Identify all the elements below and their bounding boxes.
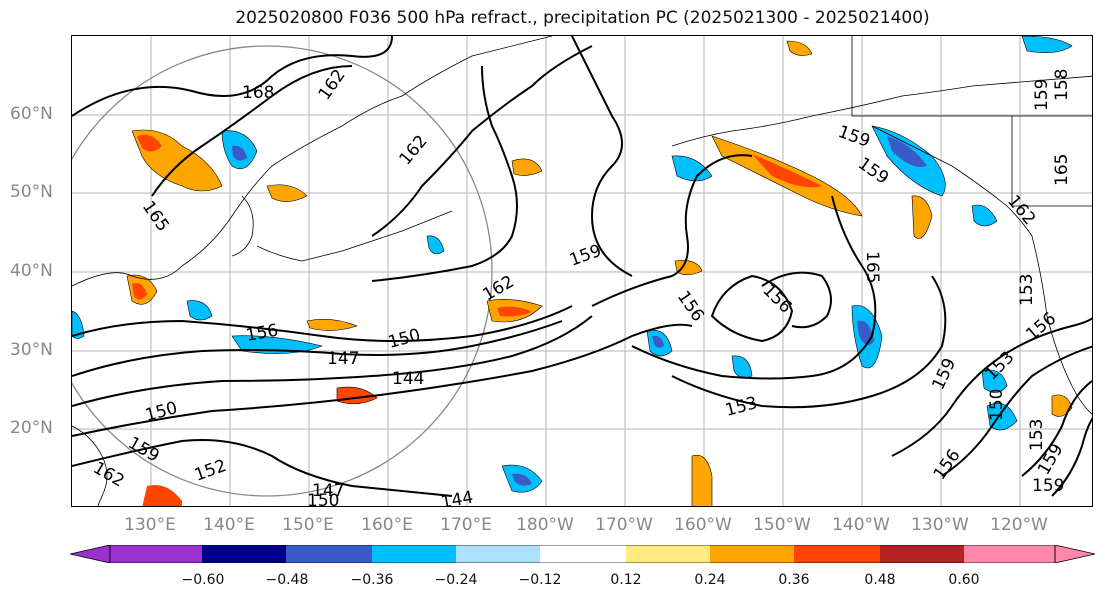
lon-label-150w: 150°W (753, 515, 811, 535)
colorbar-tick: 0.12 (610, 572, 642, 588)
lat-label-20n: 20°N (10, 418, 53, 438)
colorbar-tick: −0.36 (350, 572, 394, 588)
lon-label-160w: 160°W (674, 515, 732, 535)
range-circle (72, 45, 493, 497)
contour-label: 156 (758, 280, 795, 317)
contour-label: 147 (312, 481, 344, 501)
plot-title: 2025020800 F036 500 hPa refract., precip… (235, 8, 930, 28)
colorbar-bin (794, 545, 880, 563)
contour-label: 156 (673, 287, 708, 325)
colorbar-bin (456, 545, 540, 563)
colorbar-bin (286, 545, 372, 563)
colorbar-tick: 0.60 (948, 572, 980, 588)
contour-label: 165 (862, 251, 882, 283)
lon-label-180w: 180°W (516, 515, 574, 535)
colorbar-tick: 0.36 (778, 572, 810, 588)
contour-label: 162 (396, 131, 432, 169)
colorbar-bin (710, 545, 794, 563)
contour-label: 153 (1027, 419, 1047, 451)
lon-label-150e: 150°E (282, 515, 334, 535)
contours (72, 36, 1092, 497)
contour-label: 159 (125, 433, 163, 467)
colorbar-tick: −0.12 (518, 572, 562, 588)
contour-label: 150 (386, 325, 423, 353)
lon-label-170e: 170°E (440, 515, 492, 535)
contour-labels: 168 162 165 162 159 159 165 159 165 162 … (90, 66, 1073, 507)
colorbar-tick: −0.24 (434, 572, 478, 588)
contour-label: 159 (1032, 79, 1052, 111)
contour-label: 144 (392, 369, 424, 389)
contour-label: 162 (90, 458, 128, 492)
contour-label: 159 (928, 355, 960, 393)
positive-shading (126, 40, 1073, 506)
lon-label-120w: 120°W (990, 515, 1048, 535)
contour-label: 150 (307, 491, 339, 507)
map-canvas: 168 162 165 162 159 159 165 159 165 162 … (72, 36, 1092, 507)
lon-label-140e: 140°E (203, 515, 255, 535)
contour-label: 156 (930, 446, 965, 484)
colorbar-tick: 0.48 (864, 572, 896, 588)
lat-label-40n: 40°N (10, 261, 53, 281)
lat-label-60n: 60°N (10, 104, 53, 124)
contour-label: 158 (1052, 69, 1072, 101)
lon-label-130w: 130°W (911, 515, 969, 535)
negative-shading (72, 36, 1073, 493)
contour-label: 150 (143, 398, 180, 426)
colorbar-bin (372, 545, 456, 563)
lat-label-30n: 30°N (10, 340, 53, 360)
map-panel: 168 162 165 162 159 159 165 159 165 162 … (71, 35, 1093, 507)
colorbar-tick: −0.60 (181, 572, 225, 588)
contour-label: 144 (439, 488, 474, 507)
lon-label-140w: 140°W (832, 515, 890, 535)
colorbar-extend-max (1054, 545, 1095, 563)
lon-label-130e: 130°E (124, 515, 176, 535)
colorbar-bin (880, 545, 964, 563)
colorbar-tick: 0.24 (694, 572, 726, 588)
contour-label: 159 (854, 154, 892, 189)
colorbar-extend-min (70, 545, 111, 563)
colorbar-bin (540, 545, 626, 563)
lat-label-50n: 50°N (10, 182, 53, 202)
colorbar-bin (110, 545, 202, 563)
contour-label: 165 (1052, 154, 1072, 186)
contour-label: 156 (1022, 309, 1060, 345)
contour-label: 162 (1003, 191, 1039, 229)
graticule (72, 36, 1092, 506)
contour-label: 147 (327, 349, 359, 369)
contour-label: 159 (567, 241, 604, 271)
lon-label-170w: 170°W (595, 515, 653, 535)
lon-label-160e: 160°E (361, 515, 413, 535)
contour-label: 153 (1017, 274, 1037, 306)
contour-label: 159 (835, 122, 872, 152)
contour-label: 150 (987, 389, 1007, 421)
colorbar-bin (626, 545, 710, 563)
colorbar-bin (964, 545, 1055, 563)
contour-label: 165 (138, 197, 173, 235)
contour-label: 168 (242, 83, 274, 103)
colorbar-tick: −0.48 (265, 572, 309, 588)
contour-label: 159 (1032, 476, 1064, 496)
colorbar (70, 545, 1095, 563)
contour-label: 152 (192, 456, 229, 486)
colorbar-bin (202, 545, 286, 563)
